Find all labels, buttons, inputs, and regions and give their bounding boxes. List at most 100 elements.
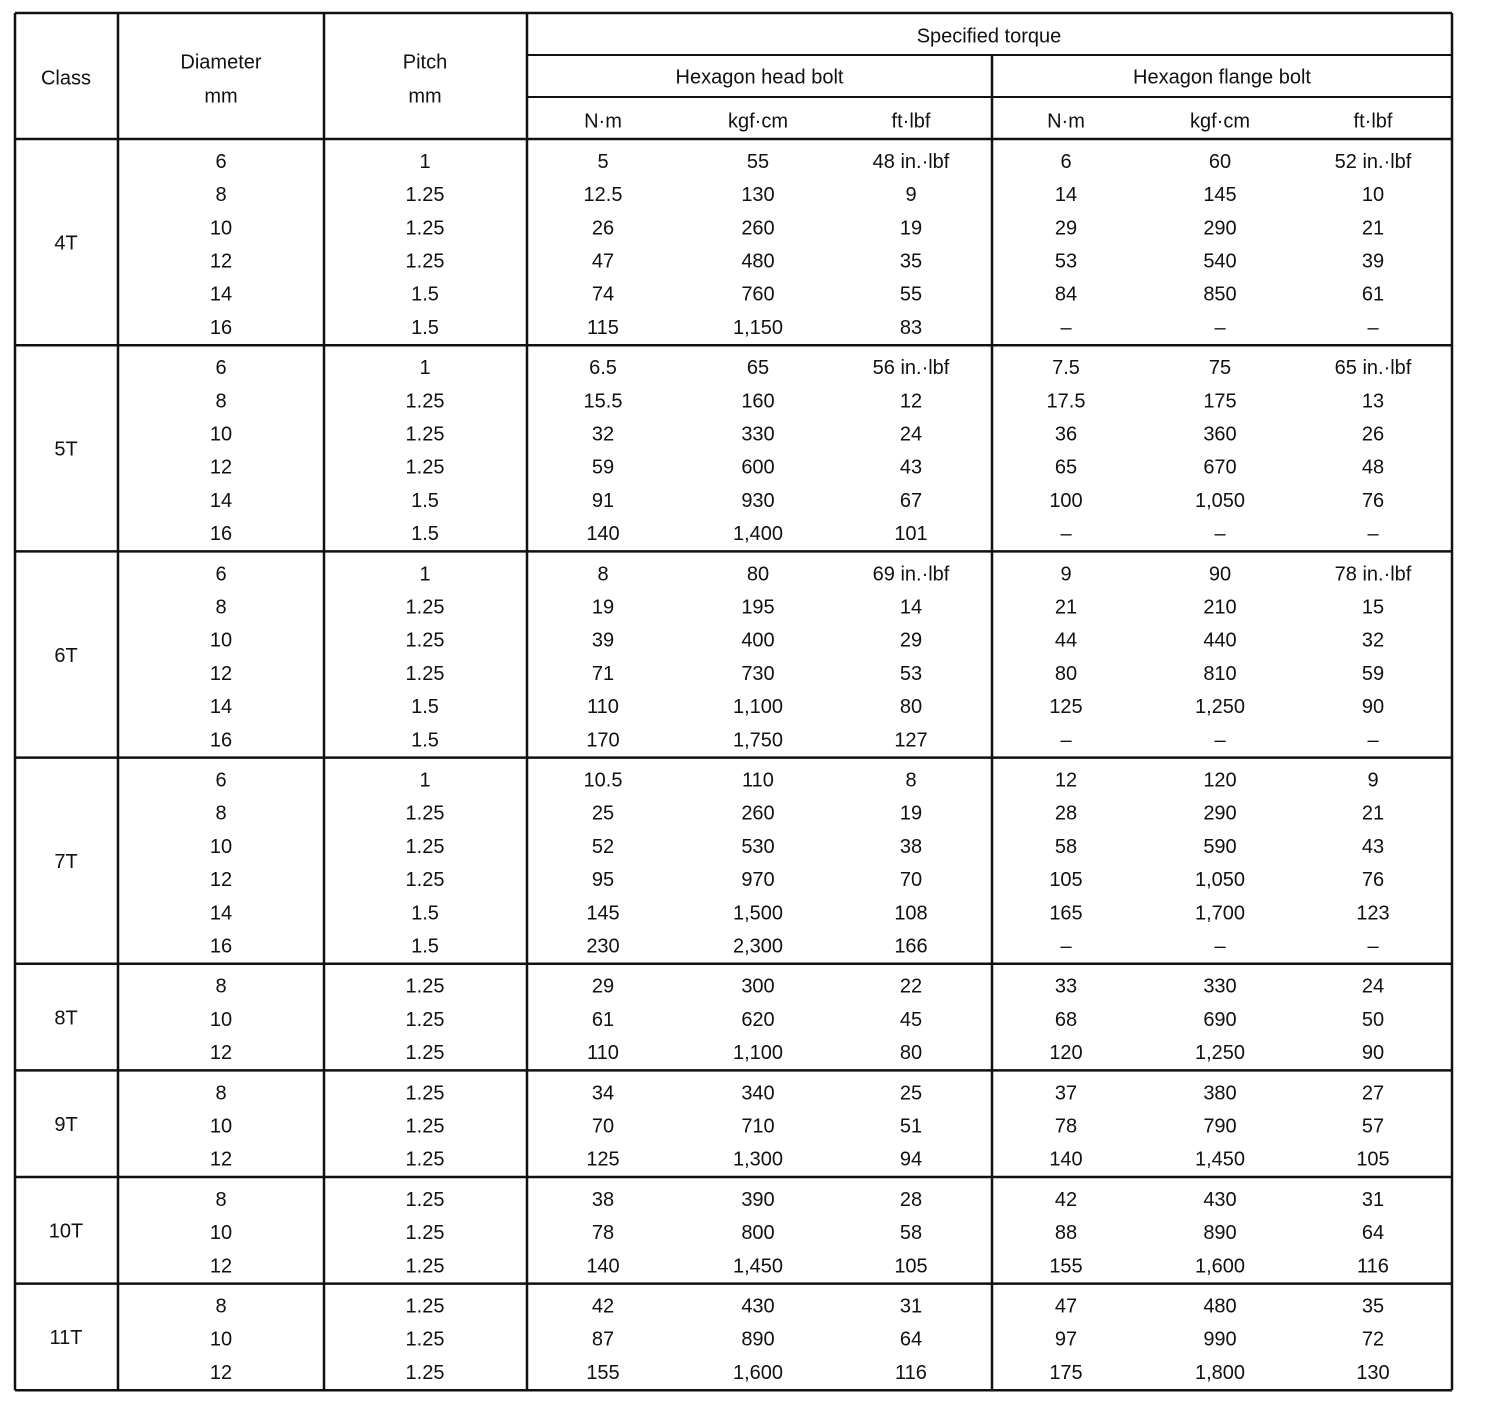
cell: 28 xyxy=(1055,803,1077,825)
cell: 2,300 xyxy=(733,935,783,957)
cell: 9 xyxy=(905,184,916,206)
cell: 1.25 xyxy=(406,1255,445,1277)
cell: 12 xyxy=(210,1042,232,1064)
cell: 1.25 xyxy=(406,1329,445,1351)
cell: 1,600 xyxy=(733,1362,783,1384)
unit-header: N·m xyxy=(1047,110,1085,132)
cell: 116 xyxy=(1357,1255,1389,1277)
cell: 24 xyxy=(1362,976,1384,998)
cell: 480 xyxy=(741,250,774,272)
cell: 1,250 xyxy=(1195,1042,1245,1064)
cell: 230 xyxy=(586,935,619,957)
cell: 1,050 xyxy=(1195,490,1245,512)
cell: 47 xyxy=(592,250,614,272)
cell: 12 xyxy=(210,869,232,891)
cell: 115 xyxy=(587,317,619,339)
cell: 123 xyxy=(1356,902,1389,924)
cell: 1.25 xyxy=(406,596,445,618)
cell: 1.25 xyxy=(406,976,445,998)
cell: 800 xyxy=(741,1222,774,1244)
class-cell: 8T xyxy=(54,1007,77,1029)
cell: 78 xyxy=(1055,1115,1077,1137)
cell: 14 xyxy=(900,596,922,618)
cell: 540 xyxy=(1203,250,1236,272)
cell: 16 xyxy=(210,317,232,339)
cell: – xyxy=(1367,935,1379,957)
cell: 10 xyxy=(210,630,232,652)
cell: 440 xyxy=(1203,630,1236,652)
cell: 8 xyxy=(215,596,226,618)
cell: – xyxy=(1060,317,1072,339)
cell: 120 xyxy=(1049,1042,1082,1064)
cell: 58 xyxy=(900,1222,922,1244)
cell: 32 xyxy=(1362,630,1384,652)
cell: 145 xyxy=(586,902,619,924)
cell: 10 xyxy=(210,836,232,858)
cell: 105 xyxy=(1356,1149,1389,1171)
cell: 25 xyxy=(900,1082,922,1104)
cell: 100 xyxy=(1049,490,1082,512)
cell: 31 xyxy=(1362,1189,1384,1211)
cell: 1 xyxy=(419,563,430,585)
cell: 8 xyxy=(905,769,916,791)
cell: 101 xyxy=(894,523,927,545)
cell: 1.25 xyxy=(406,1115,445,1137)
cell: 12 xyxy=(210,457,232,479)
cell: 19 xyxy=(900,803,922,825)
cell: 1.25 xyxy=(406,423,445,445)
cell: 400 xyxy=(741,630,774,652)
cell: 32 xyxy=(592,423,614,445)
cell: 340 xyxy=(741,1082,774,1104)
cell: 1.5 xyxy=(411,284,439,306)
cell: 1.25 xyxy=(406,1189,445,1211)
cell: 33 xyxy=(1055,976,1077,998)
cell: 290 xyxy=(1203,217,1236,239)
cell: 140 xyxy=(586,523,619,545)
cell: 53 xyxy=(1055,250,1077,272)
cell: 22 xyxy=(900,976,922,998)
cell: 12 xyxy=(1055,769,1077,791)
cell: 36 xyxy=(1055,423,1077,445)
cell: 61 xyxy=(1362,284,1384,306)
cell: 16 xyxy=(210,729,232,751)
cell: 1.25 xyxy=(406,457,445,479)
cell: 80 xyxy=(1055,663,1077,685)
cell: 175 xyxy=(1049,1362,1082,1384)
cell: 110 xyxy=(587,1042,619,1064)
cell: 8 xyxy=(215,976,226,998)
cell: 1,700 xyxy=(1195,902,1245,924)
cell: 1.25 xyxy=(406,1042,445,1064)
cell: 145 xyxy=(1203,184,1236,206)
cell: 39 xyxy=(592,630,614,652)
cell: 210 xyxy=(1203,596,1236,618)
cell: 1.25 xyxy=(406,803,445,825)
cell: 65 xyxy=(1055,457,1077,479)
cell: 480 xyxy=(1203,1295,1236,1317)
cell: 10 xyxy=(210,1009,232,1031)
cell: 10 xyxy=(210,423,232,445)
unit-header: kgf·cm xyxy=(728,110,788,132)
cell: 1,450 xyxy=(733,1255,783,1277)
cell: 14 xyxy=(210,696,232,718)
cell: 1 xyxy=(419,357,430,379)
cell: 105 xyxy=(894,1255,927,1277)
cell: 10 xyxy=(210,1222,232,1244)
cell: 74 xyxy=(592,284,614,306)
class-cell: 6T xyxy=(54,645,77,667)
cell: 52 in.·lbf xyxy=(1335,151,1412,173)
cell: 970 xyxy=(741,869,774,891)
cell: 155 xyxy=(1049,1255,1082,1277)
cell: 155 xyxy=(586,1362,619,1384)
cell: 8 xyxy=(215,1189,226,1211)
cell: 78 in.·lbf xyxy=(1335,563,1412,585)
class-cell: 9T xyxy=(54,1114,77,1136)
cell: 1.25 xyxy=(406,1362,445,1384)
cell: 930 xyxy=(741,490,774,512)
cell: 1.25 xyxy=(406,217,445,239)
cell: 1.5 xyxy=(411,729,439,751)
cell: 39 xyxy=(1362,250,1384,272)
cell: 1.25 xyxy=(406,1149,445,1171)
cell: 42 xyxy=(592,1295,614,1317)
cell: 1.5 xyxy=(411,490,439,512)
cell: 50 xyxy=(1362,1009,1384,1031)
